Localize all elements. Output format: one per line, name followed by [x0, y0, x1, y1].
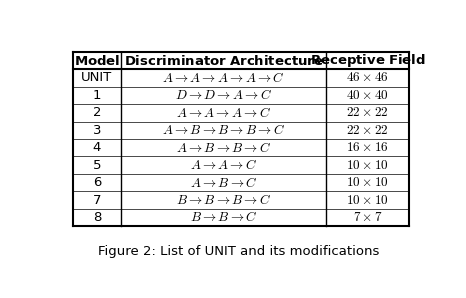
Text: UNIT: UNIT: [82, 72, 113, 84]
Text: $46 \times 46$: $46 \times 46$: [346, 72, 389, 84]
Text: 4: 4: [93, 141, 101, 154]
Text: $40 \times 40$: $40 \times 40$: [346, 89, 389, 102]
Text: $10 \times 10$: $10 \times 10$: [346, 176, 389, 189]
Text: $22 \times 22$: $22 \times 22$: [346, 124, 389, 137]
Text: $A \rightarrow B \rightarrow B \rightarrow C$: $A \rightarrow B \rightarrow B \rightarr…: [176, 141, 272, 155]
Text: $D \rightarrow D \rightarrow A \rightarrow C$: $D \rightarrow D \rightarrow A \rightarr…: [175, 89, 273, 103]
Text: $10 \times 10$: $10 \times 10$: [346, 194, 389, 207]
Text: $A \rightarrow A \rightarrow C$: $A \rightarrow A \rightarrow C$: [190, 158, 258, 172]
Text: $A \rightarrow A \rightarrow A \rightarrow C$: $A \rightarrow A \rightarrow A \rightarr…: [176, 106, 271, 120]
Text: $16 \times 16$: $16 \times 16$: [346, 141, 389, 154]
Text: Figure 2: List of UNIT and its modifications: Figure 2: List of UNIT and its modificat…: [98, 245, 379, 258]
Text: $A \rightarrow A \rightarrow A \rightarrow A \rightarrow C$: $A \rightarrow A \rightarrow A \rightarr…: [162, 71, 285, 85]
Text: $10 \times 10$: $10 \times 10$: [346, 159, 389, 172]
Text: 8: 8: [93, 211, 101, 224]
Text: 5: 5: [93, 159, 101, 172]
Text: 7: 7: [93, 194, 101, 207]
Text: $22 \times 22$: $22 \times 22$: [346, 106, 389, 119]
Text: $7 \times 7$: $7 \times 7$: [353, 211, 383, 224]
Text: 6: 6: [93, 176, 101, 189]
Text: $B \rightarrow B \rightarrow C$: $B \rightarrow B \rightarrow C$: [190, 210, 258, 224]
Text: $\mathbf{Model}$: $\mathbf{Model}$: [74, 54, 120, 68]
Text: $\mathbf{Discriminator\ Architecture}$: $\mathbf{Discriminator\ Architecture}$: [124, 54, 324, 68]
Text: $A \rightarrow B \rightarrow B \rightarrow B \rightarrow C$: $A \rightarrow B \rightarrow B \rightarr…: [162, 123, 286, 137]
Text: 2: 2: [93, 106, 101, 119]
Text: $\mathbf{Receptive\ Field}$: $\mathbf{Receptive\ Field}$: [309, 52, 425, 69]
Text: $B \rightarrow B \rightarrow B \rightarrow C$: $B \rightarrow B \rightarrow B \rightarr…: [176, 193, 272, 207]
Text: $A \rightarrow B \rightarrow C$: $A \rightarrow B \rightarrow C$: [190, 176, 258, 190]
Text: 3: 3: [93, 124, 101, 137]
Text: 1: 1: [93, 89, 101, 102]
